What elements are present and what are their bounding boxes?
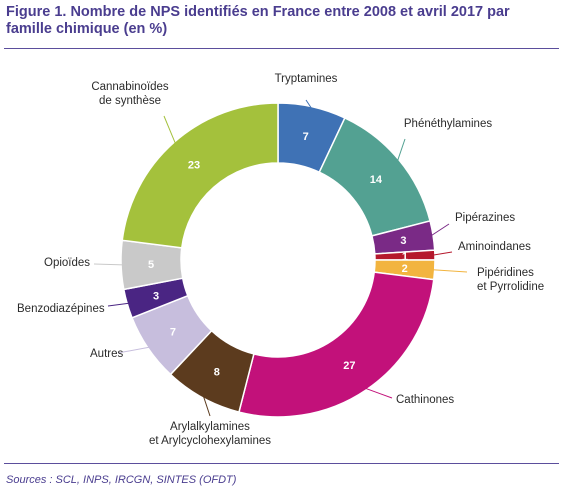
leader-line-aminoindanes — [432, 251, 453, 256]
category-label-piperazines: Pipérazines — [455, 212, 515, 224]
value-label-cathinones: 27 — [343, 360, 355, 372]
chart-title: Figure 1. Nombre de NPS identifiés en Fr… — [6, 4, 510, 37]
leader-line-benzodiazepines — [107, 302, 130, 307]
value-label-tryptamines: 7 — [303, 131, 309, 143]
value-label-phenethylamines: 14 — [370, 174, 383, 186]
leader-line-cathinones — [364, 387, 393, 399]
value-label-aminoindanes: 1 — [402, 251, 408, 263]
category-label-cathinones: Cathinones — [396, 394, 454, 406]
category-label-benzodiazepines: Benzodiazépines — [17, 303, 105, 315]
slice-cathinones — [238, 271, 435, 418]
leader-line-piperazines — [430, 223, 450, 237]
leader-line-arylalkylamines-et-arylcyclohexylamines — [202, 395, 211, 417]
title-divider — [4, 48, 559, 49]
value-label-opioides: 5 — [148, 259, 154, 271]
category-label-opioides: Opioïdes — [44, 257, 90, 269]
source-note: Sources : SCL, INPS, IRCGN, SINTES (OFDT… — [6, 474, 237, 486]
source-divider — [4, 463, 559, 464]
category-label-piperidines-et-pyrrolidine: Pipéridines et Pyrrolidine — [477, 267, 544, 293]
value-label-piperazines: 3 — [400, 235, 406, 247]
category-label-autres: Autres — [90, 348, 123, 360]
category-label-cannabinoides-de-synthese: Cannabinoïdes de synthèse — [91, 81, 169, 107]
leader-line-cannabinoides-de-synthese — [163, 115, 176, 144]
category-label-phenethylamines: Phénéthylamines — [404, 118, 492, 130]
category-label-arylalkylamines-et-arylcyclohexylamines: Arylalkylamines et Arylcyclohexylamines — [149, 421, 271, 447]
leader-line-autres — [117, 346, 150, 354]
category-label-tryptamines: Tryptamines — [275, 73, 338, 85]
value-label-cannabinoides-de-synthese: 23 — [188, 160, 200, 172]
leader-line-phenethylamines — [396, 138, 406, 162]
leader-line-tryptamines — [305, 99, 313, 110]
value-label-autres: 7 — [170, 326, 176, 338]
category-label-aminoindanes: Aminoindanes — [458, 241, 531, 253]
value-label-arylalkylamines-et-arylcyclohexylamines: 8 — [214, 366, 220, 378]
leader-line-piperidines-et-pyrrolidine — [432, 269, 468, 273]
slice-cannabinoides-de-synthese — [121, 102, 279, 249]
value-label-benzodiazepines: 3 — [153, 290, 159, 302]
leader-line-opioides — [93, 263, 124, 266]
value-label-piperidines-et-pyrrolidine: 2 — [402, 263, 408, 275]
